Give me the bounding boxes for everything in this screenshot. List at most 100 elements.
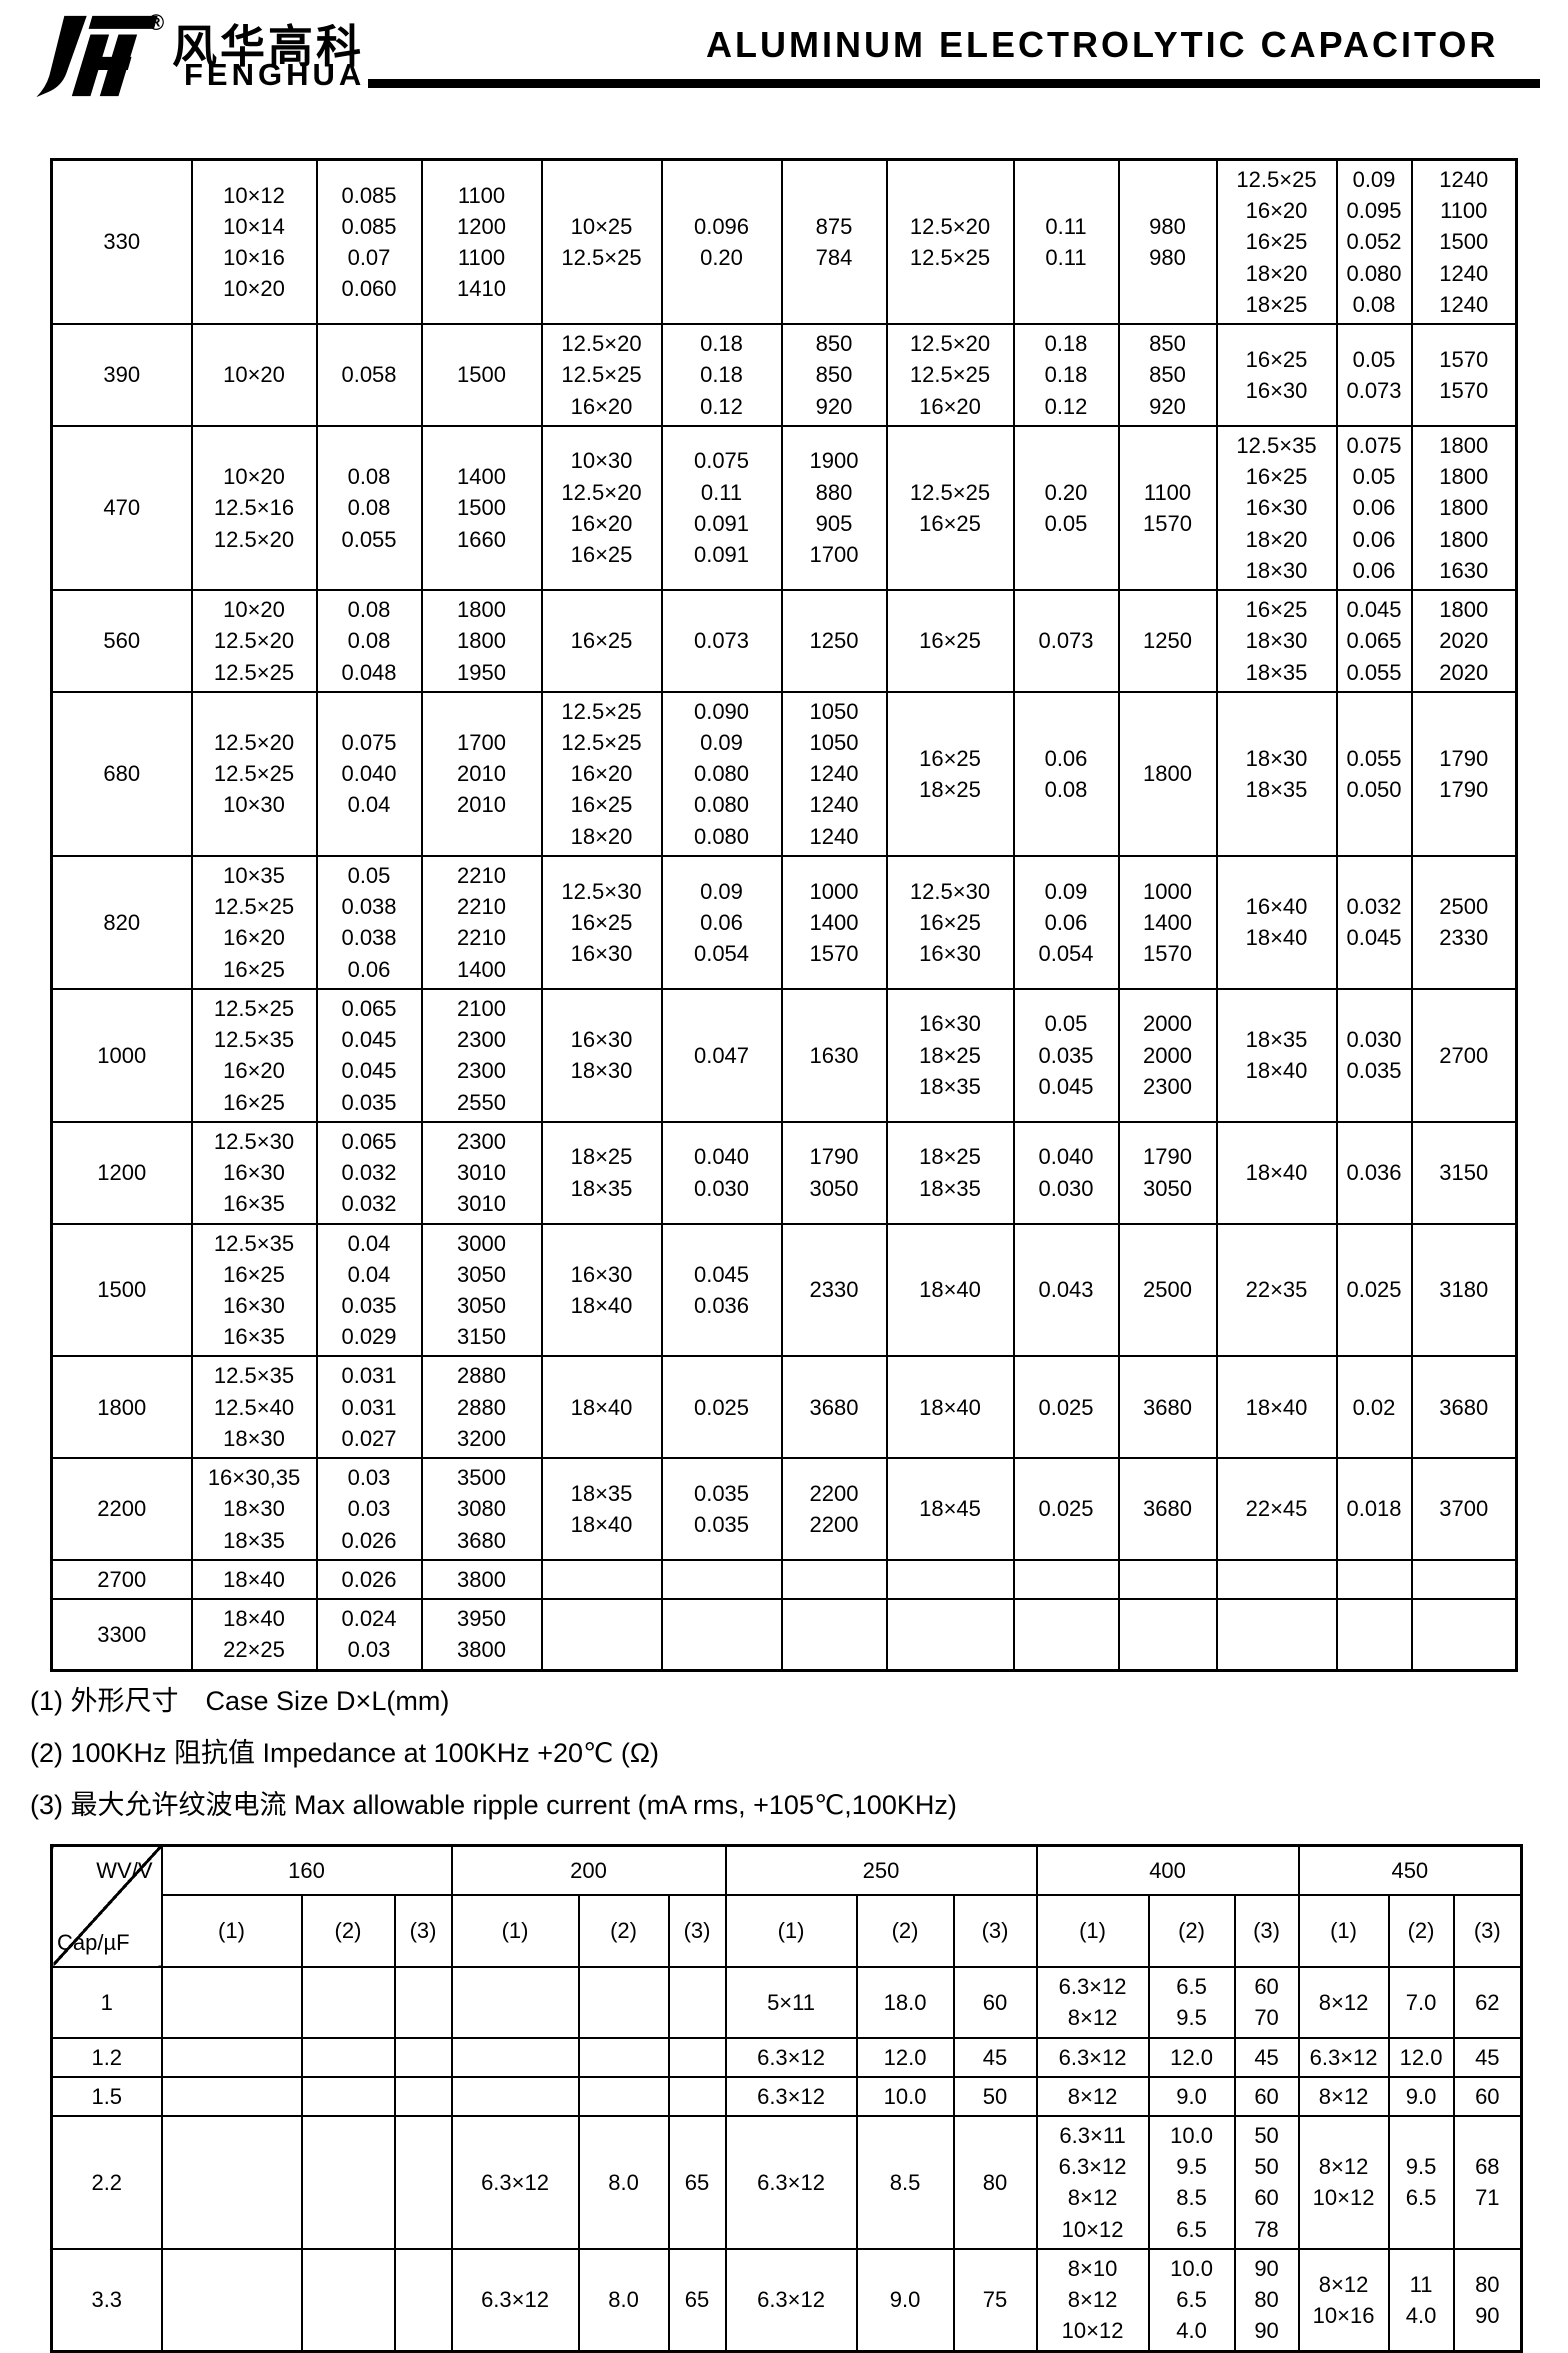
value-cell [1215,1598,1338,1672]
corner-header-cell: WV/V Cap/µF [50,1844,163,1969]
value-cell [393,2036,453,2078]
value-cell: 65 [667,2114,727,2250]
value-cell: 18×40 [885,1222,1015,1358]
value-cell: 6.3×12 [724,2075,858,2117]
value-cell: 0.02 [1335,1355,1413,1460]
value-cell: 0.09 0.06 0.054 [660,854,783,990]
value-cell: 0.09 0.06 0.054 [1012,854,1120,990]
value-cell: 18×35 18×40 [1215,987,1338,1123]
value-cell [1117,1598,1218,1672]
value-cell: 8.0 [577,2114,670,2250]
note-ref-header: (1) [1035,1894,1150,1969]
value-cell: 0.075 0.11 0.091 0.091 [660,424,783,592]
value-cell: 0.018 [1335,1457,1413,1561]
voltage-group-header: 250 [724,1844,1038,1897]
value-cell: 16×30,35 18×30 18×35 [190,1457,318,1561]
value-cell: 75 [952,2247,1038,2353]
value-cell: 0.065 0.032 0.032 [315,1120,423,1225]
note-ref-header: (3) [667,1894,727,1969]
value-cell [1012,1558,1120,1601]
footnote: (1) 外形尺寸 Case Size D×L(mm) [30,1685,450,1716]
value-cell: 80 [952,2114,1038,2250]
value-cell [667,2036,727,2078]
value-cell: 1400 1500 1660 [420,424,543,592]
footnote: (3) 最大允许纹波电流 Max allowable ripple curren… [30,1789,957,1820]
table-row: 1 5×11 18.0 60 6.3×12 8×12 6.5 9.5 60 70 8×12 7.… [50,1966,1523,2039]
value-cell: 12.5×25 12.5×25 16×20 16×25 18×20 [540,690,663,857]
value-cell: 10.0 [855,2075,955,2117]
value-cell: 62 [1452,1966,1523,2039]
value-cell: 0.024 0.03 [315,1598,423,1672]
value-cell: 1630 [780,987,888,1123]
value-cell [540,1558,663,1601]
value-cell: 0.11 0.11 [1012,158,1120,326]
value-cell: 0.045 0.065 0.055 [1335,589,1413,693]
value-cell: 16×30 18×30 [540,987,663,1123]
value-cell: 0.08 0.08 0.048 [315,589,423,693]
voltage-group-header: 400 [1035,1844,1300,1897]
value-cell [160,2075,303,2117]
value-cell [1117,1558,1218,1601]
value-cell: 0.032 0.045 [1335,854,1413,990]
value-cell: 3700 [1410,1457,1518,1561]
value-cell: 12.0 [855,2036,955,2078]
value-cell: 6.3×12 [1297,2036,1390,2078]
value-cell: 0.09 0.095 0.052 0.080 0.08 [1335,158,1413,326]
value-cell [540,1598,663,1672]
capacitance-cell: 1500 [50,1222,193,1358]
value-cell: 0.073 [1012,589,1120,693]
value-cell: 875 784 [780,158,888,326]
value-cell: 1240 1100 1500 1240 1240 [1410,158,1518,326]
note-ref-header: (1) [724,1894,858,1969]
capacitance-cell: 2.2 [50,2114,163,2250]
value-cell: 0.075 0.05 0.06 0.06 0.06 [1335,424,1413,592]
value-cell [885,1598,1015,1672]
value-cell: 12.5×20 12.5×25 10×30 [190,690,318,857]
value-cell: 0.06 0.08 [1012,690,1120,857]
value-cell: 6.3×12 [1035,2036,1150,2078]
value-cell: 68 71 [1452,2114,1523,2250]
value-cell: 8×12 [1297,1966,1390,2039]
value-cell: 0.065 0.045 0.045 0.035 [315,987,423,1123]
value-cell: 0.025 [1012,1457,1120,1561]
value-cell [393,2247,453,2353]
value-cell: 18×45 [885,1457,1015,1561]
capacitance-cell: 2700 [50,1558,193,1601]
value-cell: 0.025 [660,1355,783,1460]
voltage-group-header: 200 [450,1844,727,1897]
value-cell [300,2075,396,2117]
value-cell: 2700 [1410,987,1518,1123]
note-ref-header: (2) [1147,1894,1236,1969]
value-cell: 2500 2330 [1410,854,1518,990]
value-cell: 0.043 [1012,1222,1120,1358]
value-cell: 12.5×20 12.5×25 16×20 [885,323,1015,427]
value-cell: 1800 1800 1950 [420,589,543,693]
value-cell: 1500 [420,323,543,427]
note-ref-header: (2) [300,1894,396,1969]
value-cell: 8.0 [577,2247,670,2353]
value-cell: 2500 [1117,1222,1218,1358]
table-row: 2700 18×40 0.026 3800 [50,1558,1518,1601]
value-cell: 18×40 22×25 [190,1598,318,1672]
value-cell: 10×20 [190,323,318,427]
table-row: 560 10×20 12.5×20 12.5×25 0.08 0.08 0.048 1… [50,589,1518,693]
value-cell: 12.0 [1387,2036,1455,2078]
value-cell: 8×10 8×12 10×12 [1035,2247,1150,2353]
value-cell: 0.090 0.09 0.080 0.080 0.080 [660,690,783,857]
value-cell: 3180 [1410,1222,1518,1358]
value-cell [300,1966,396,2039]
value-cell: 12.5×35 12.5×40 18×30 [190,1355,318,1460]
value-cell: 16×25 [885,589,1015,693]
value-cell: 2330 [780,1222,888,1358]
value-cell: 1800 [1117,690,1218,857]
value-cell: 1790 1790 [1410,690,1518,857]
value-cell: 8.5 [855,2114,955,2250]
value-cell: 18×40 [1215,1120,1338,1225]
value-cell: 18×30 18×35 [1215,690,1338,857]
value-cell: 0.085 0.085 0.07 0.060 [315,158,423,326]
capacitance-label: Cap/µF [57,1929,130,1955]
value-cell: 45 [1452,2036,1523,2078]
value-cell: 60 [1233,2075,1300,2117]
value-cell: 1800 2020 2020 [1410,589,1518,693]
